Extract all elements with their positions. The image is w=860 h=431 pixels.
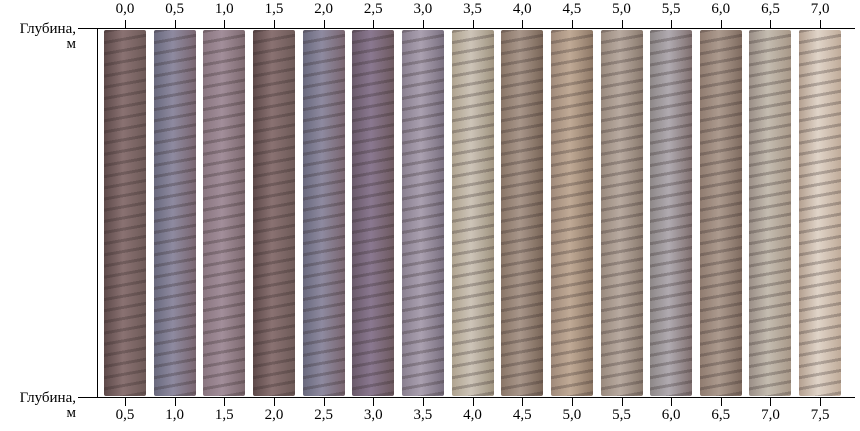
bottom-tick-label: 7,0 [761,407,780,423]
top-axis-title: Глубина, м [0,22,76,52]
top-tick-label: 4,5 [562,1,582,17]
soil-core-photo [252,30,295,396]
axis-unit: м [66,405,77,421]
top-tick-label: 6,0 [711,1,731,17]
top-tick [125,20,126,28]
top-tick [323,20,325,28]
soil-core-photo [749,30,792,396]
top-tick-label: 6,5 [761,1,780,17]
top-tick-label: 3,5 [463,1,482,17]
axis-title: Глубина, [19,390,76,406]
top-tick-label: 1,5 [264,1,284,17]
bottom-tick [174,398,176,406]
bottom-axis-line [78,397,855,398]
bottom-tick-label: 3,0 [363,407,383,423]
top-tick [671,20,673,28]
soil-core-photo [600,30,643,396]
top-tick-label: 0,0 [115,1,135,17]
top-tick-label: 2,5 [363,1,383,17]
top-tick-label: 4,0 [512,1,532,17]
bottom-tick [571,398,573,406]
top-tick [770,20,772,28]
bottom-axis-title: Глубина, м [0,391,76,421]
bottom-tick [373,398,375,406]
top-tick [422,20,424,28]
axis-unit: м [66,36,77,52]
bottom-tick-label: 6,5 [711,407,731,423]
bottom-tick [621,398,623,406]
soil-core-photo [699,30,742,396]
bottom-tick-label: 5,5 [612,407,631,423]
bottom-tick [125,398,126,406]
bottom-tick-label: 7,5 [810,407,830,423]
top-tick [621,20,623,28]
soil-core-photo [799,30,842,396]
soil-core-photo [153,30,196,396]
bottom-tick [224,398,226,406]
top-tick [224,20,226,28]
soil-core-photo [302,30,345,396]
soil-core-photo [352,30,395,396]
bottom-tick-label: 3,5 [413,407,433,423]
soil-core-photo [501,30,544,396]
top-tick [571,20,573,28]
top-tick [472,20,474,28]
top-tick [373,20,375,28]
left-axis-line [97,28,98,398]
bottom-tick-label: 2,5 [314,407,333,423]
soil-core-photo [451,30,494,396]
soil-core-photo [650,30,693,396]
soil-core-photo [401,30,444,396]
bottom-tick [273,398,275,406]
bottom-tick [820,398,822,406]
bottom-tick [472,398,474,406]
soil-core-photo [550,30,593,396]
bottom-tick [770,398,772,406]
bottom-tick-label: 2,0 [264,407,284,423]
top-tick-label: 3,0 [413,1,433,17]
bottom-tick-label: 4,5 [512,407,532,423]
top-tick-label: 2,0 [314,1,333,17]
bottom-tick [422,398,424,406]
bottom-tick-label: 0,5 [115,407,135,423]
soil-core-photo [203,30,246,396]
bottom-tick-label: 4,0 [463,407,482,423]
top-tick-label: 5,0 [612,1,631,17]
top-tick [720,20,722,28]
bottom-tick-label: 1,5 [214,407,234,423]
top-tick-label: 1,0 [214,1,234,17]
top-tick [273,20,275,28]
bottom-tick [323,398,325,406]
bottom-tick-label: 6,0 [661,407,681,423]
soil-core-photo [104,30,146,396]
bottom-tick [522,398,524,406]
top-tick-label: 0,5 [165,1,185,17]
bottom-tick [671,398,673,406]
bottom-tick [720,398,722,406]
bottom-tick-label: 1,0 [165,407,185,423]
top-tick [820,20,822,28]
top-tick-label: 7,0 [810,1,830,17]
top-tick [522,20,524,28]
top-tick [174,20,176,28]
bottom-tick-label: 5,0 [562,407,582,423]
top-axis-line [78,28,855,29]
axis-title: Глубина, [19,21,76,37]
top-tick-label: 5,5 [661,1,681,17]
